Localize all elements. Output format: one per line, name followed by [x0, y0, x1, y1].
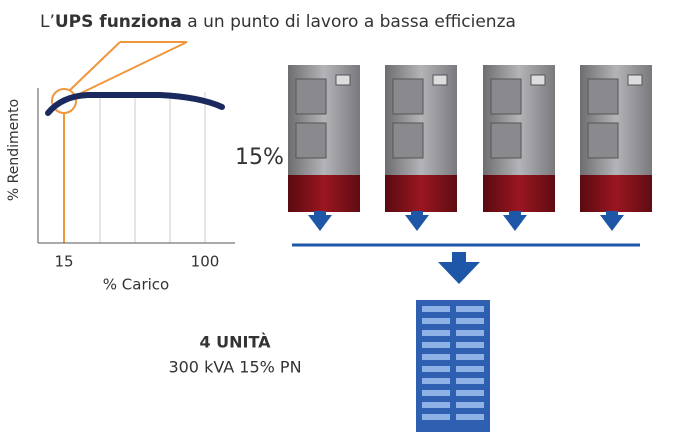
title: L’UPS funziona a un punto di lavoro a ba…	[40, 12, 516, 32]
down-arrow	[438, 252, 480, 284]
y-axis-label: % Rendimento	[6, 99, 22, 201]
diagram: L’UPS funziona a un punto di lavoro a ba…	[0, 0, 674, 432]
x-axis-label: % Carico	[103, 276, 169, 294]
efficiency-graph: % Rendimento 15 100 % Carico	[6, 88, 235, 294]
units-label: 4 UNITÀ	[199, 333, 271, 352]
x-tick-label: 100	[191, 253, 220, 271]
ups-cabinets	[288, 65, 652, 231]
page: {"header": {"prefix": "L’", "bold": "UPS…	[0, 0, 674, 432]
x-tick-label: 15	[54, 253, 73, 271]
callout	[52, 42, 187, 243]
server-rack	[416, 300, 490, 432]
load-label: 15%	[235, 145, 284, 170]
units-detail: 300 kVA 15% PN	[168, 358, 301, 377]
